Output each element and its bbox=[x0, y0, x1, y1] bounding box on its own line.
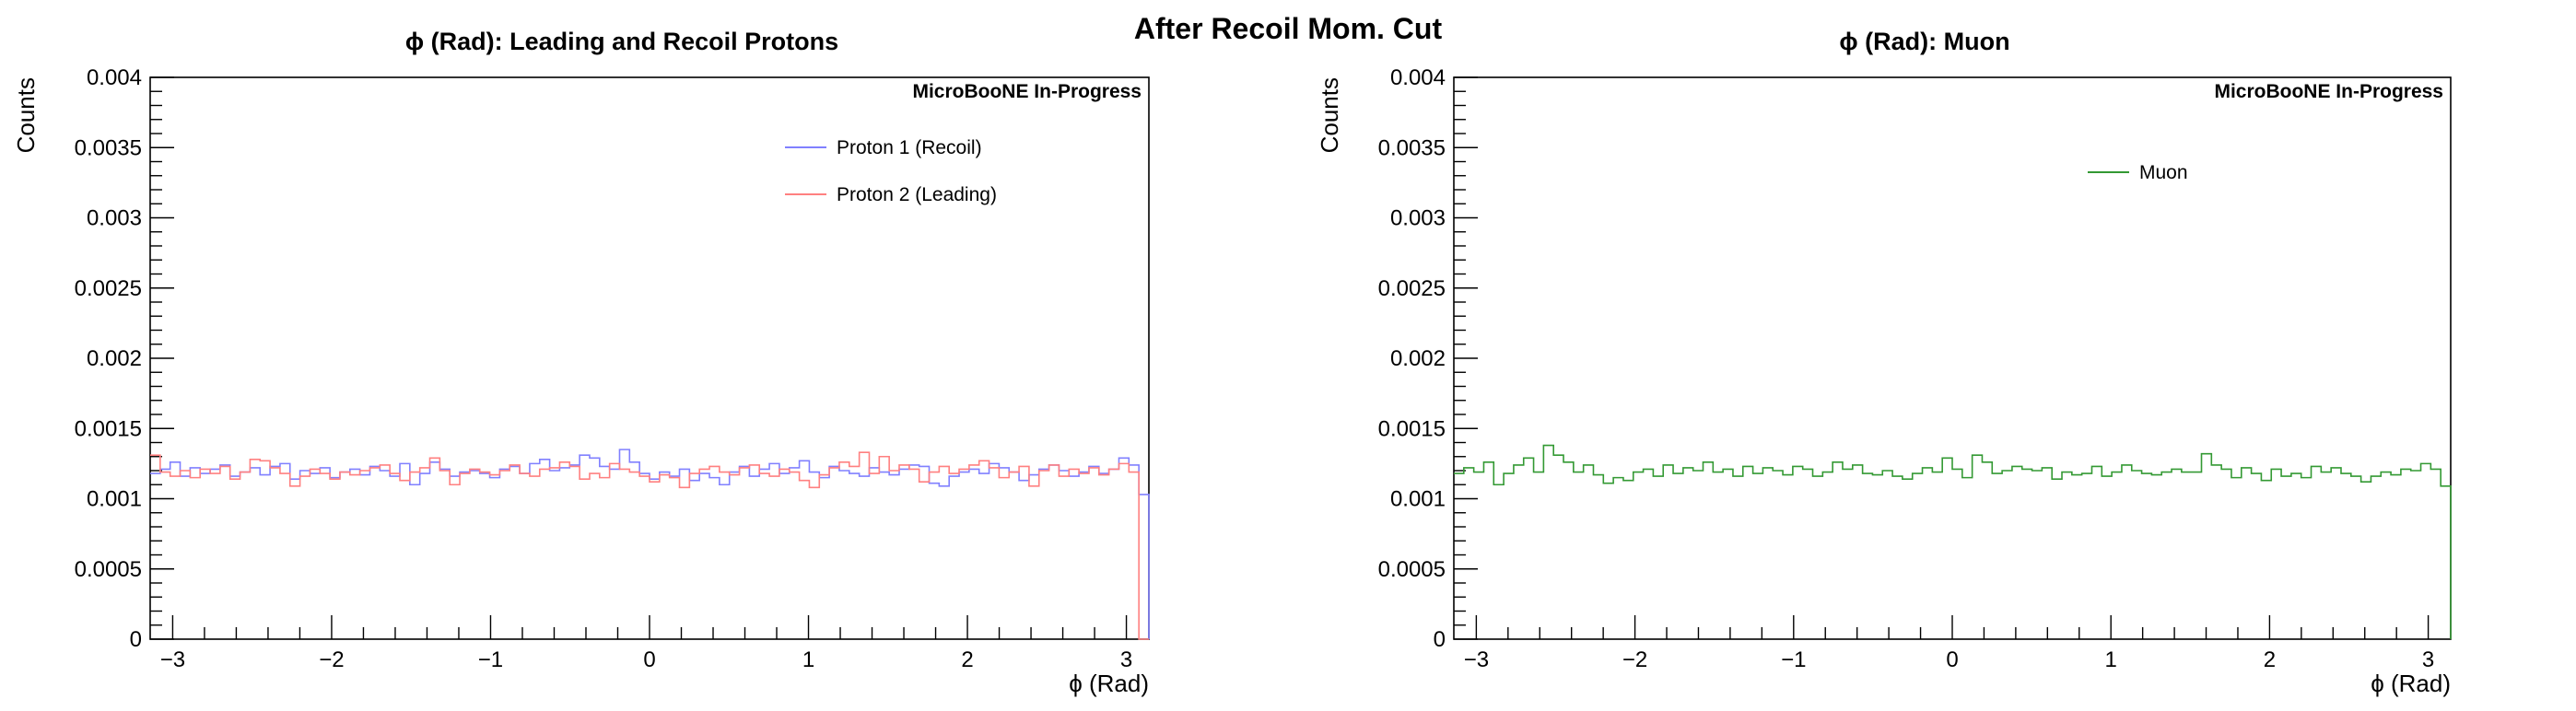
x-tick-label: 3 bbox=[1120, 647, 1132, 672]
y-tick-label: 0.002 bbox=[87, 346, 142, 371]
y-tick-label: 0.0025 bbox=[1378, 276, 1446, 301]
y-tick-label: 0.0035 bbox=[75, 135, 142, 160]
x-tick-label: 2 bbox=[2264, 647, 2276, 672]
y-tick-label: 0.003 bbox=[87, 206, 142, 231]
x-axis-label: ϕ (Rad) bbox=[2371, 670, 2451, 697]
series-line-1 bbox=[150, 451, 1149, 640]
y-tick-label: 0.0005 bbox=[75, 557, 142, 582]
plot-frame bbox=[149, 76, 1150, 640]
plot-frame bbox=[1453, 76, 2452, 640]
y-tick-label: 0.001 bbox=[87, 487, 142, 512]
y-tick-label: 0.0025 bbox=[75, 276, 142, 301]
x-tick-label: −1 bbox=[478, 647, 503, 672]
y-tick-label: 0 bbox=[1434, 627, 1446, 652]
legend-label-0: Proton 1 (Recoil) bbox=[837, 137, 982, 158]
x-tick-label: 0 bbox=[643, 647, 655, 672]
watermark-label: MicroBooNE In-Progress bbox=[912, 81, 1142, 102]
x-tick-label: −2 bbox=[1622, 647, 1647, 672]
x-axis-label: ϕ (Rad) bbox=[1069, 670, 1149, 697]
x-tick-label: −2 bbox=[319, 647, 344, 672]
y-tick-label: 0.002 bbox=[1390, 346, 1446, 371]
watermark-label: MicroBooNE In-Progress bbox=[2214, 81, 2443, 102]
y-axis-label: Counts bbox=[12, 77, 40, 153]
figure-title: After Recoil Mom. Cut bbox=[1134, 12, 1443, 45]
x-tick-label: 1 bbox=[802, 647, 814, 672]
y-tick-label: 0.0035 bbox=[1378, 135, 1446, 160]
y-tick-label: 0.004 bbox=[87, 65, 142, 90]
legend-label-1: Proton 2 (Leading) bbox=[837, 184, 997, 205]
x-tick-label: 2 bbox=[961, 647, 973, 672]
chart-title: ϕ (Rad): Muon bbox=[1839, 28, 2009, 55]
y-tick-label: 0.001 bbox=[1390, 487, 1446, 512]
x-tick-label: 0 bbox=[1946, 647, 1958, 672]
x-tick-label: 3 bbox=[2422, 647, 2434, 672]
chart-panel-muon: ϕ (Rad): Muon MicroBooNE In-Progress 0 0.00… bbox=[1316, 28, 2452, 697]
series-line-0 bbox=[1454, 444, 2452, 639]
chart-panel-protons: ϕ (Rad): Leading and Recoil Protons Micro… bbox=[12, 28, 1150, 697]
x-tick-label: −1 bbox=[1781, 647, 1806, 672]
y-tick-label: 0.0015 bbox=[1378, 416, 1446, 441]
y-tick-label: 0.003 bbox=[1390, 206, 1446, 231]
legend-label-0: Muon bbox=[2139, 162, 2188, 183]
x-tick-label: −3 bbox=[160, 647, 185, 672]
y-axis-label: Counts bbox=[1316, 77, 1343, 153]
y-tick-label: 0.004 bbox=[1390, 65, 1446, 90]
y-tick-label: 0.0015 bbox=[75, 416, 142, 441]
x-tick-label: −3 bbox=[1464, 647, 1489, 672]
chart-title: ϕ (Rad): Leading and Recoil Protons bbox=[405, 28, 838, 55]
y-tick-label: 0.0005 bbox=[1378, 557, 1446, 582]
x-tick-label: 1 bbox=[2105, 647, 2117, 672]
y-tick-label: 0 bbox=[130, 627, 142, 652]
